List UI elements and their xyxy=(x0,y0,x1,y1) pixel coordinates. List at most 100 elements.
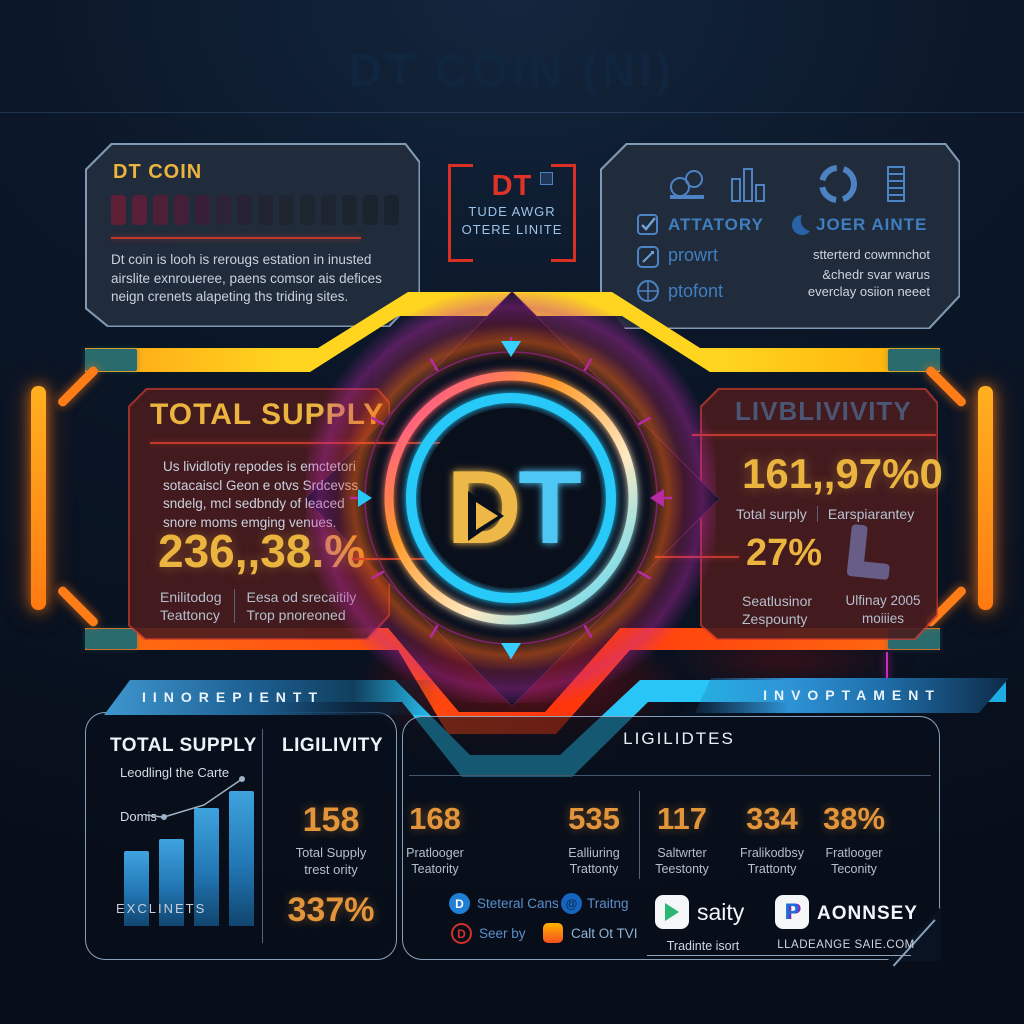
feature-icons-row xyxy=(670,165,905,203)
corner-bracket-icon xyxy=(56,584,100,629)
logo-badge: DT TUDE AWGR OTERE LINITE xyxy=(448,164,576,262)
liquidity-title: LIVBLIVIVITY xyxy=(735,396,912,426)
stat-value: 38% xyxy=(822,801,886,836)
supply-label-l2: Teattoncy xyxy=(160,607,220,624)
side-bar-left xyxy=(31,386,46,610)
supply-label-l1: Enilitodog xyxy=(160,589,222,605)
gauge-arrow-bottom xyxy=(501,643,521,659)
trend-line xyxy=(145,776,245,820)
badge-logo: DT xyxy=(491,170,533,202)
chart-bar xyxy=(159,839,184,926)
intro-description: Dt coin is looh is rerougs estation in i… xyxy=(111,252,382,305)
stat-value: 168 xyxy=(409,801,461,836)
title-band: DT COIN (NI) xyxy=(0,28,1024,113)
stats-divider xyxy=(639,791,640,879)
liquidity-value: 161,,97%0 xyxy=(742,450,943,497)
page-title: DT COIN (NI) xyxy=(348,44,676,96)
overview-header-right: LIGILIVITY xyxy=(282,735,384,756)
divider-line xyxy=(111,237,361,239)
checkbox-icon xyxy=(637,214,658,235)
icon2-label: Traitng xyxy=(587,896,629,911)
red-d-icon: D xyxy=(451,923,472,944)
liquidity-v2-label2: Zespounty xyxy=(742,611,808,628)
strip-left: IINOREPIENTT xyxy=(104,680,624,715)
strip-right-label: INVOPTAMENT xyxy=(763,687,941,703)
overview-stat2: 337% xyxy=(287,891,375,929)
overview-annotation-mid: Domis xyxy=(120,809,157,824)
bracket-left-icon xyxy=(448,164,473,262)
overview-stat1-label2: trest ority xyxy=(304,861,358,877)
swirl-icon: @ xyxy=(561,893,582,914)
icon1-label: Steteral Cans xyxy=(477,896,559,911)
app1-caption: Tradinte isort xyxy=(666,939,740,953)
crescent-icon xyxy=(792,215,810,235)
chart-bar xyxy=(194,808,219,926)
app2-caption: LLADEANGE SAIE.COM xyxy=(777,939,915,951)
supply-value: 236,,38.% xyxy=(158,525,366,577)
caption-underline xyxy=(647,955,911,956)
stat-label: Teestonty xyxy=(655,862,709,877)
bracket-right-icon xyxy=(551,164,576,262)
strip-right: INVOPTAMENT xyxy=(695,678,1009,713)
stat-column: 535 Ealliuring Trattonty xyxy=(539,801,649,878)
app2-tile: P xyxy=(775,895,809,929)
liquidity-value2: 27% xyxy=(746,532,823,574)
supply-underline xyxy=(150,442,442,444)
stat-value: 334 xyxy=(746,801,798,836)
liquidity-sub-left: Total surply xyxy=(736,506,807,522)
stat-column: 117 Saltwrter Teestonty xyxy=(627,801,737,878)
overview-divider xyxy=(262,729,263,943)
app1-tile xyxy=(655,895,689,929)
feature-item-4: ptofont xyxy=(668,281,724,301)
compass-icon xyxy=(637,280,659,302)
stat-column: 168 Pratlooger Teatority xyxy=(380,801,490,878)
intro-panel: DT COIN Dt coin is looh is rerougs estat… xyxy=(85,143,420,327)
feature-note-4a: &chedr svar warus xyxy=(822,267,930,282)
stat-value: 535 xyxy=(568,801,620,836)
stat-label: Saltwrter xyxy=(657,846,707,860)
liquidities-panel: LIGILIDTES 168 Pratlooger Teatority 535 … xyxy=(402,716,941,966)
supply-description: Us lividlotiy repodes is emctetori sotac… xyxy=(163,459,359,530)
coin-d-icon: D xyxy=(449,893,470,914)
stacked-bar-icon xyxy=(887,166,905,202)
badge-line2: OTERE LINITE xyxy=(461,222,563,237)
supply-label-r1: Eesa od srecaitily xyxy=(246,589,357,605)
intro-panel-title: DT COIN xyxy=(113,161,203,183)
liquidity-aside2: moiiies xyxy=(861,610,904,626)
icon3-label: Seer by xyxy=(479,926,526,941)
liquidity-sub-right: Earspiarantey xyxy=(827,506,915,522)
emblem-letter-t: T xyxy=(518,450,582,566)
feature-item-2: JOER AINTE xyxy=(816,215,928,234)
supply-labels: Enilitodog Teattoncy Eesa od srecaitily … xyxy=(160,588,356,624)
chart-bar xyxy=(124,851,149,926)
liquidity-underline xyxy=(692,434,936,436)
supply-label-r2: Trop pnoreoned xyxy=(246,607,346,624)
stat-label: Trattonty xyxy=(747,862,797,877)
feature-note-4b: everclay osiion neeet xyxy=(807,284,930,299)
liquidities-title: LIGILIDTES xyxy=(623,729,735,748)
p-logo-icon: P xyxy=(784,899,800,924)
overview-panel: TOTAL SUPPLY LIGILIVITY Leodlingl the Ca… xyxy=(85,712,397,960)
app1-name: saity xyxy=(697,899,745,925)
stat-label: Pratlooger xyxy=(406,846,464,860)
stat-label: Fralikodbsy xyxy=(740,846,804,860)
chart-bar xyxy=(229,791,254,926)
overview-footer: EXCLINETS xyxy=(116,901,207,916)
square-app-icon xyxy=(543,923,563,943)
app2-name: AONNSEY xyxy=(817,903,918,924)
stat-column: 334 Fralikodbsy Trattonty xyxy=(717,801,827,878)
stat-label: Teconity xyxy=(831,862,877,877)
features-panel: ATTATORY JOER AINTE prowrt stterterd cow… xyxy=(600,143,960,329)
liquidity-aside1: Ulfinay 2005 xyxy=(845,593,921,608)
corner-bracket-icon xyxy=(56,364,100,409)
segment-meter xyxy=(111,195,399,225)
dt-emblem: D T xyxy=(350,337,672,659)
triangle-logo-icon xyxy=(665,903,679,921)
pencil-icon xyxy=(637,246,659,268)
overview-stat1: 158 xyxy=(302,801,360,839)
stat-column: 38% Fratlooger Teconity xyxy=(799,801,909,878)
bar-chart-icon xyxy=(731,168,765,202)
donut-chart-icon xyxy=(819,165,857,203)
feature-item-1: ATTATORY xyxy=(668,215,764,234)
